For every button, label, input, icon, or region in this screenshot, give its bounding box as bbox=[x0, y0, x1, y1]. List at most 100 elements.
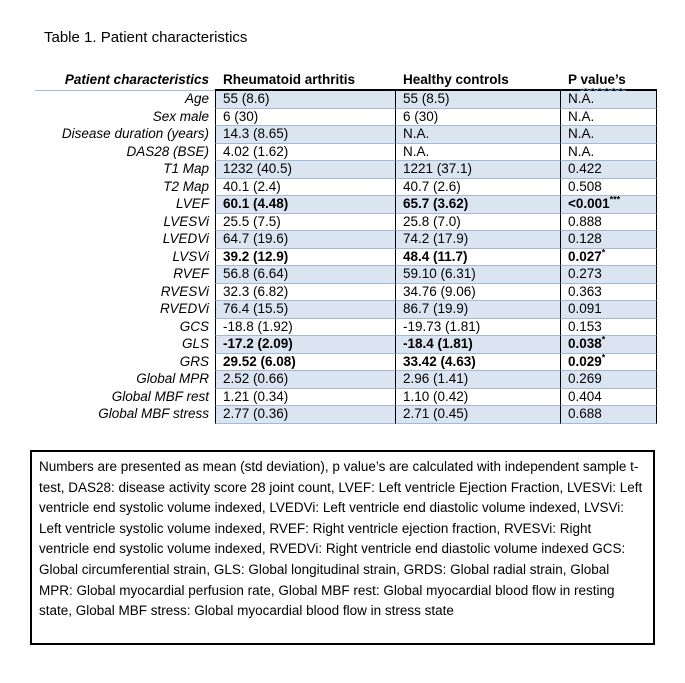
ra-value-cell: 25.5 (7.5) bbox=[215, 213, 395, 231]
ra-value-cell: 6 (30) bbox=[215, 108, 395, 126]
row-label: Age bbox=[184, 91, 209, 106]
hc-value-cell: 6 (30) bbox=[395, 108, 560, 126]
ra-value-cell: 32.3 (6.82) bbox=[215, 283, 395, 301]
header-healthy-controls: Healthy controls bbox=[395, 71, 560, 91]
hc-value-cell: N.A. bbox=[395, 143, 560, 161]
p-value: 0.038 bbox=[568, 336, 602, 351]
hc-value-cell: 59.10 (6.31) bbox=[395, 266, 560, 284]
p-value: 0.422 bbox=[568, 161, 602, 176]
hc-value-cell: 2.96 (1.41) bbox=[395, 371, 560, 389]
table-row: Sex male 6 (30) 6 (30) N.A. bbox=[35, 108, 657, 126]
ra-value-cell: 1232 (40.5) bbox=[215, 161, 395, 179]
p-value-cell: 0.029* bbox=[560, 353, 657, 371]
ra-value-cell: -17.2 (2.09) bbox=[215, 336, 395, 354]
hc-value-cell: 33.42 (4.63) bbox=[395, 353, 560, 371]
hc-value-cell: 74.2 (17.9) bbox=[395, 231, 560, 249]
p-value: 0.027 bbox=[568, 248, 602, 264]
significance-stars: *** bbox=[609, 196, 621, 205]
p-value: N.A. bbox=[568, 91, 595, 106]
ra-value-cell: 4.02 (1.62) bbox=[215, 143, 395, 161]
ra-value-cell: 64.7 (19.6) bbox=[215, 231, 395, 249]
patient-characteristics-table: Patient characteristics Rheumatoid arthr… bbox=[35, 71, 657, 424]
p-value: 0.153 bbox=[568, 318, 602, 334]
footnote-text: Numbers are presented as mean (std devia… bbox=[39, 459, 643, 619]
ra-value-cell: -18.8 (1.92) bbox=[215, 318, 395, 336]
header-p-values: P value’s bbox=[560, 71, 657, 91]
ra-value-cell: 56.8 (6.64) bbox=[215, 266, 395, 284]
p-value-cell: 0.404 bbox=[560, 388, 657, 406]
p-header-prefix: P bbox=[568, 72, 581, 87]
header-rheumatoid-arthritis: Rheumatoid arthritis bbox=[215, 71, 395, 91]
ra-value-cell: 29.52 (6.08) bbox=[215, 353, 395, 371]
row-label: Global MBF rest bbox=[111, 388, 209, 404]
p-value-cell: N.A. bbox=[560, 126, 657, 144]
p-value-cell: <0.001*** bbox=[560, 196, 657, 214]
ra-value-cell: 60.1 (4.48) bbox=[215, 196, 395, 214]
ra-value-cell: 76.4 (15.5) bbox=[215, 301, 395, 319]
row-label: T2 Map bbox=[163, 178, 209, 194]
hc-value-cell: 55 (8.5) bbox=[395, 91, 560, 109]
row-label: Sex male bbox=[152, 108, 209, 124]
p-value-cell: N.A. bbox=[560, 91, 657, 109]
row-label: Global MPR bbox=[136, 371, 209, 386]
table-row: RVEDVi 76.4 (15.5) 86.7 (19.9) 0.091 bbox=[35, 301, 657, 319]
table-row: LVSVi 39.2 (12.9) 48.4 (11.7) 0.027* bbox=[35, 248, 657, 266]
p-value: 0.273 bbox=[568, 266, 602, 281]
hc-value-cell: 2.71 (0.45) bbox=[395, 406, 560, 424]
p-value: <0.001 bbox=[568, 196, 610, 211]
table-row: Disease duration (years) 14.3 (8.65) N.A… bbox=[35, 126, 657, 144]
p-value-cell: 0.688 bbox=[560, 406, 657, 424]
row-label: Global MBF stress bbox=[98, 406, 209, 421]
hc-value-cell: 1.10 (0.42) bbox=[395, 388, 560, 406]
table-row: DAS28 (BSE) 4.02 (1.62) N.A. N.A. bbox=[35, 143, 657, 161]
p-value-cell: 0.128 bbox=[560, 231, 657, 249]
hc-value-cell: 86.7 (19.9) bbox=[395, 301, 560, 319]
hc-value-cell: 48.4 (11.7) bbox=[395, 248, 560, 266]
ra-value-cell: 39.2 (12.9) bbox=[215, 248, 395, 266]
table-row: Global MPR 2.52 (0.66) 2.96 (1.41) 0.269 bbox=[35, 371, 657, 389]
hc-value-cell: 40.7 (2.6) bbox=[395, 178, 560, 196]
hc-value-cell: 1221 (37.1) bbox=[395, 161, 560, 179]
p-value: 0.091 bbox=[568, 301, 602, 316]
hc-value-cell: N.A. bbox=[395, 126, 560, 144]
p-value: 0.029 bbox=[568, 353, 602, 369]
row-label: GLS bbox=[181, 336, 209, 351]
p-value: N.A. bbox=[568, 143, 595, 159]
p-value-cell: N.A. bbox=[560, 108, 657, 126]
ra-value-cell: 40.1 (2.4) bbox=[215, 178, 395, 196]
hc-value-cell: 25.8 (7.0) bbox=[395, 213, 560, 231]
significance-stars: * bbox=[601, 336, 606, 345]
ra-value-cell: 14.3 (8.65) bbox=[215, 126, 395, 144]
table-row: T2 Map 40.1 (2.4) 40.7 (2.6) 0.508 bbox=[35, 178, 657, 196]
row-label: RVEF bbox=[173, 266, 209, 281]
row-label: Disease duration (years) bbox=[61, 126, 209, 141]
p-value: 0.888 bbox=[568, 213, 602, 229]
significance-stars: * bbox=[601, 353, 606, 362]
p-value-cell: N.A. bbox=[560, 143, 657, 161]
p-value: 0.508 bbox=[568, 178, 602, 194]
table-body: Age 55 (8.6) 55 (8.5) N.A. Sex male 6 (3… bbox=[35, 91, 657, 424]
ra-value-cell: 2.52 (0.66) bbox=[215, 371, 395, 389]
row-label: RVESVi bbox=[160, 283, 209, 299]
hc-value-cell: 34.76 (9.06) bbox=[395, 283, 560, 301]
ra-value-cell: 1.21 (0.34) bbox=[215, 388, 395, 406]
p-value: 0.128 bbox=[568, 231, 602, 246]
hc-value-cell: -19.73 (1.81) bbox=[395, 318, 560, 336]
document-title: Table 1. Patient characteristics bbox=[44, 29, 248, 46]
significance-stars: * bbox=[601, 248, 606, 257]
ra-value-cell: 55 (8.6) bbox=[215, 91, 395, 109]
row-label: RVEDVi bbox=[159, 301, 209, 316]
table-row: LVEF 60.1 (4.48) 65.7 (3.62) <0.001*** bbox=[35, 196, 657, 214]
row-label: LVSVi bbox=[172, 248, 209, 264]
p-value: 0.269 bbox=[568, 371, 602, 386]
table-row: LVESVi 25.5 (7.5) 25.8 (7.0) 0.888 bbox=[35, 213, 657, 231]
row-label: DAS28 (BSE) bbox=[126, 143, 209, 159]
row-label: T1 Map bbox=[163, 161, 209, 176]
p-value: N.A. bbox=[568, 108, 595, 124]
table-row: RVEF 56.8 (6.64) 59.10 (6.31) 0.273 bbox=[35, 266, 657, 284]
p-value-cell: 0.153 bbox=[560, 318, 657, 336]
p-value-cell: 0.422 bbox=[560, 161, 657, 179]
header-patient-characteristics: Patient characteristics bbox=[35, 71, 215, 91]
p-header-spellcheck-word: value’s bbox=[580, 72, 626, 87]
